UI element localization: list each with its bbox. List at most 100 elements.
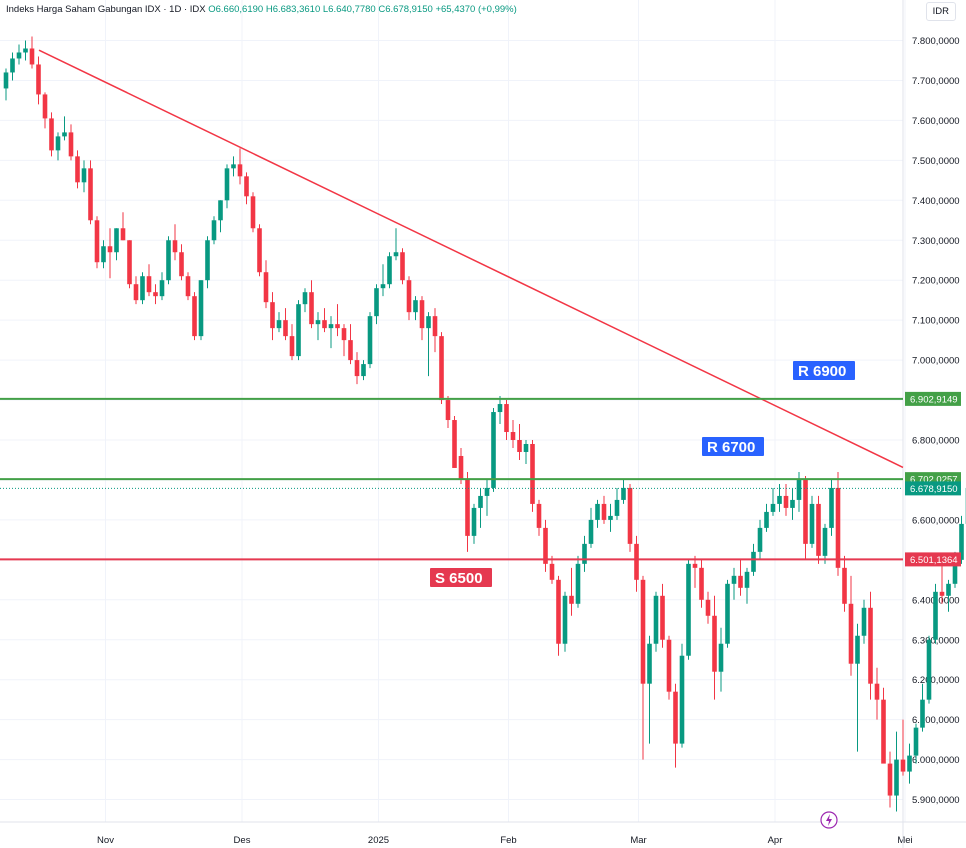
candle-body xyxy=(822,527,828,556)
chart-title: Indeks Harga Saham Gabungan IDX · 1D · I… xyxy=(6,4,517,15)
candle-body xyxy=(445,400,451,421)
candle-body xyxy=(900,759,906,772)
candle-body xyxy=(816,503,821,556)
high-value: H6.683,3610 xyxy=(265,4,321,15)
candle-body xyxy=(328,324,334,329)
level-tag-label: S 6500 xyxy=(435,570,483,587)
candle-body xyxy=(400,252,405,281)
candle-body xyxy=(107,246,113,253)
level-tag xyxy=(702,437,764,456)
x-tick-label: Mar xyxy=(630,835,646,846)
candle-body xyxy=(354,360,360,377)
candle-body xyxy=(133,284,139,301)
candle-body xyxy=(439,336,444,401)
currency-button[interactable]: IDR xyxy=(925,2,956,21)
price-axis-level-label: 6.902,9149 xyxy=(910,394,958,405)
candle-body xyxy=(374,288,379,317)
candle-body xyxy=(29,48,35,65)
candle-body xyxy=(907,755,912,772)
level-tag-label: R 6700 xyxy=(707,439,755,456)
candle-body xyxy=(718,643,724,672)
candle-body xyxy=(36,64,41,95)
candle-body xyxy=(744,571,750,588)
y-tick-label: 7.600,0000 xyxy=(912,116,960,127)
candle-body xyxy=(666,639,672,692)
candle-body xyxy=(68,132,74,157)
candle-body xyxy=(224,168,230,201)
candle-body xyxy=(237,164,243,177)
candle-body xyxy=(302,292,308,305)
candle-body xyxy=(452,420,457,468)
candle-body xyxy=(770,503,776,512)
candle-body xyxy=(536,503,542,528)
candle-body xyxy=(166,240,171,281)
candle-body xyxy=(42,94,48,119)
candle-body xyxy=(497,404,503,413)
y-tick-label: 6.600,0000 xyxy=(912,515,960,526)
candle-body xyxy=(725,583,730,644)
candle-body xyxy=(549,563,555,580)
candle-body xyxy=(952,559,958,584)
candle-body xyxy=(835,487,841,568)
candle-body xyxy=(283,320,288,337)
candle-body xyxy=(881,699,886,764)
x-tick-label: Des xyxy=(234,835,251,846)
close-value: C6.678,9150 xyxy=(378,4,433,15)
last-price-tag xyxy=(905,481,961,496)
candle-body xyxy=(959,523,964,560)
candle-body xyxy=(933,591,938,640)
low-value: L6.640,7780 xyxy=(322,4,376,15)
candle-body xyxy=(614,499,620,516)
candle-body xyxy=(257,228,262,273)
candle-body xyxy=(478,495,483,508)
candle-body xyxy=(393,252,399,257)
candle-body xyxy=(361,364,366,377)
candle-body xyxy=(595,503,600,520)
candle-body xyxy=(127,240,132,285)
candle-body xyxy=(517,440,522,452)
candle-body xyxy=(218,200,223,221)
candle-body xyxy=(608,515,613,520)
y-tick-label: 6.200,0000 xyxy=(912,675,960,686)
candle-body xyxy=(803,479,808,544)
candle-body xyxy=(276,320,282,329)
candle-body xyxy=(783,495,789,508)
candle-body xyxy=(634,543,639,580)
candle-body xyxy=(49,118,54,151)
candle-body xyxy=(946,583,951,596)
candle-body xyxy=(140,276,145,301)
candle-body xyxy=(588,519,594,544)
y-tick-label: 6.100,0000 xyxy=(912,715,960,726)
candle-body xyxy=(543,527,548,564)
candle-body xyxy=(315,320,321,325)
y-tick-label: 7.500,0000 xyxy=(912,156,960,167)
candle-body xyxy=(270,302,275,329)
last-price-label: 6.678,9150 xyxy=(910,484,958,495)
candle-body xyxy=(341,328,347,341)
candle-body xyxy=(114,228,119,253)
candle-body xyxy=(569,595,574,604)
candle-body xyxy=(647,643,652,684)
y-tick-label: 7.000,0000 xyxy=(912,356,960,367)
candle-body xyxy=(686,563,691,656)
candle-body xyxy=(120,228,126,241)
price-axis-level-label: 6.702,0257 xyxy=(910,475,958,486)
candle-body xyxy=(348,340,353,361)
y-tick-label: 7.200,0000 xyxy=(912,276,960,287)
candle-body xyxy=(465,479,470,536)
candle-body xyxy=(705,599,711,616)
candle-body xyxy=(211,220,217,241)
candle-body xyxy=(523,443,529,452)
candle-body xyxy=(842,567,847,604)
candle-body xyxy=(380,284,386,289)
candle-body xyxy=(250,196,256,229)
change-value: +65,4370 (+0,99%) xyxy=(435,4,517,15)
y-tick-label: 7.400,0000 xyxy=(912,196,960,207)
candle-body xyxy=(426,316,431,329)
candle-body xyxy=(796,479,802,500)
candle-body xyxy=(23,48,28,53)
candle-body xyxy=(510,432,516,440)
candle-body xyxy=(757,527,763,552)
candle-body xyxy=(861,607,867,636)
